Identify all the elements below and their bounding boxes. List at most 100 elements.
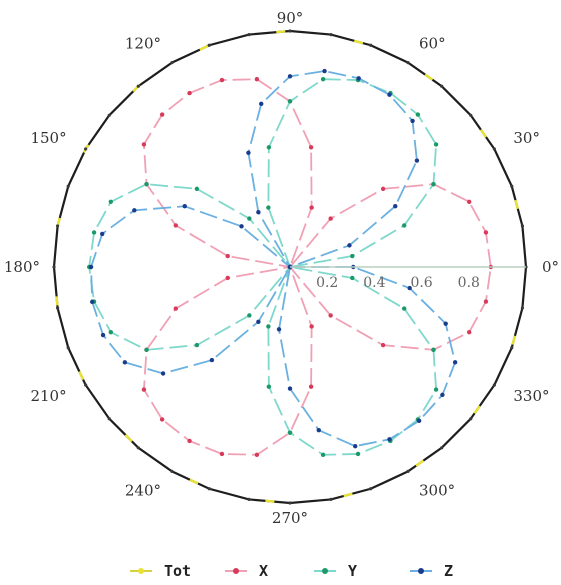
series-y-point-9 xyxy=(287,99,293,104)
series-z-point-21 xyxy=(122,360,128,365)
series-x-point-25 xyxy=(219,451,225,457)
angle-tick-label-30: 30° xyxy=(513,129,540,147)
angle-tick-label-210: 210° xyxy=(30,387,66,405)
legend-swatch-tot xyxy=(130,568,152,574)
series-z-point-29 xyxy=(353,443,358,449)
legend-label-tot: Tot xyxy=(164,562,192,580)
legend-item-y: Y xyxy=(314,559,357,583)
series-tot-point-2 xyxy=(510,184,514,188)
series-y-point-11 xyxy=(266,205,271,210)
series-x-point-16 xyxy=(173,223,178,228)
series-x-point-14 xyxy=(141,142,147,147)
series-tot-point-12 xyxy=(170,61,174,65)
series-x-point-34 xyxy=(466,330,472,335)
series-x-point-24 xyxy=(187,438,192,444)
series-x-point-17 xyxy=(225,253,230,259)
series-tot-point-34 xyxy=(510,346,514,350)
series-y-point-26 xyxy=(266,384,272,389)
series-x-point-23 xyxy=(159,417,165,422)
angle-tick-label-240: 240° xyxy=(125,481,161,499)
series-z-point-4 xyxy=(414,158,420,163)
series-tot-point-5 xyxy=(440,84,444,88)
series-tot-point-24 xyxy=(170,469,174,473)
series-tot-point-27 xyxy=(288,501,292,505)
series-tot-point-1 xyxy=(520,224,525,228)
series-x-point-31 xyxy=(328,313,333,318)
angle-tick-label-300: 300° xyxy=(419,481,455,499)
legend-swatch-z xyxy=(410,568,432,574)
legend-label-y: Y xyxy=(348,562,358,580)
series-y-point-22 xyxy=(194,342,200,348)
angle-tick-label-330: 330° xyxy=(513,387,549,405)
series-x-point-11 xyxy=(219,77,225,83)
series-z-point-5 xyxy=(410,118,415,124)
series-y-point-5 xyxy=(415,112,421,117)
series-y-point-33 xyxy=(431,347,436,353)
legend-marker-tot xyxy=(138,568,144,574)
series-x-point-19 xyxy=(225,275,230,281)
series-x-point-32 xyxy=(380,342,386,348)
series-z-point-8 xyxy=(322,68,327,74)
series-tot-point-29 xyxy=(369,487,373,491)
series-z-point-6 xyxy=(387,92,392,97)
legend-label-z: Z xyxy=(444,562,454,580)
angle-tick-label-270: 270° xyxy=(272,509,308,527)
series-z-point-12 xyxy=(256,210,261,215)
series-tot-point-4 xyxy=(469,113,473,117)
series-z-point-14 xyxy=(239,224,244,229)
series-z-point-19 xyxy=(90,299,95,305)
series-x-point-7 xyxy=(309,205,314,210)
series-z-point-30 xyxy=(387,437,392,442)
radial-tick-label-1: 0.4 xyxy=(363,275,385,291)
series-y-point-23 xyxy=(247,313,252,318)
series-tot-point-10 xyxy=(247,32,251,37)
series-tot-point-8 xyxy=(329,32,333,37)
series-y-point-2 xyxy=(402,223,407,228)
series-tot-point-21 xyxy=(84,383,88,387)
series-tot-point-15 xyxy=(84,147,88,151)
series-tot-point-17 xyxy=(55,224,60,228)
legend: Tot X Y Z xyxy=(0,559,561,583)
series-x-point-12 xyxy=(187,90,192,96)
angle-tick-label-60: 60° xyxy=(419,35,446,53)
series-x-point-2 xyxy=(466,199,472,204)
radial-tick-label-3: 0.8 xyxy=(458,275,480,291)
angle-tick-label-120: 120° xyxy=(125,35,161,53)
series-tot-point-11 xyxy=(207,43,211,47)
series-z-point-18 xyxy=(88,264,94,270)
series-z-point-31 xyxy=(416,418,422,424)
series-tot xyxy=(52,29,528,505)
series-z-point-33 xyxy=(452,360,458,365)
legend-marker-y xyxy=(322,568,328,574)
series-x-point-1 xyxy=(483,230,489,235)
series-tot-point-14 xyxy=(107,113,111,117)
series-x-point-13 xyxy=(159,112,165,117)
series-tot-point-35 xyxy=(520,306,525,310)
series-z-point-11 xyxy=(246,150,251,155)
series-tot-point-7 xyxy=(369,43,373,47)
series-tot-point-22 xyxy=(107,417,111,421)
angle-tick-label-90: 90° xyxy=(277,9,304,27)
series-z-point-23 xyxy=(209,357,215,363)
series-z-point-17 xyxy=(100,231,105,237)
series-tot-point-9 xyxy=(288,29,292,33)
legend-marker-x xyxy=(233,568,239,574)
legend-item-x: X xyxy=(225,559,268,583)
series-y-point-10 xyxy=(266,145,272,150)
series-tot-point-16 xyxy=(66,184,70,188)
series-x-point-10 xyxy=(254,77,260,82)
series-tot-point-30 xyxy=(406,469,410,473)
series-z-point-3 xyxy=(393,204,398,209)
series-y-point-8 xyxy=(320,77,326,82)
series-tot-point-23 xyxy=(136,446,140,450)
series-x-point-35 xyxy=(483,299,489,304)
series-y-point-28 xyxy=(320,452,326,457)
series-z-point-35 xyxy=(407,285,412,291)
angle-tick-label-150: 150° xyxy=(30,129,66,147)
series-x-point-20 xyxy=(173,306,178,311)
series-x-point-29 xyxy=(309,324,314,329)
series-y-point-35 xyxy=(350,275,355,281)
series-tot-point-3 xyxy=(492,147,496,151)
series-x-point-8 xyxy=(308,145,314,150)
series-tot-point-18 xyxy=(52,265,56,269)
